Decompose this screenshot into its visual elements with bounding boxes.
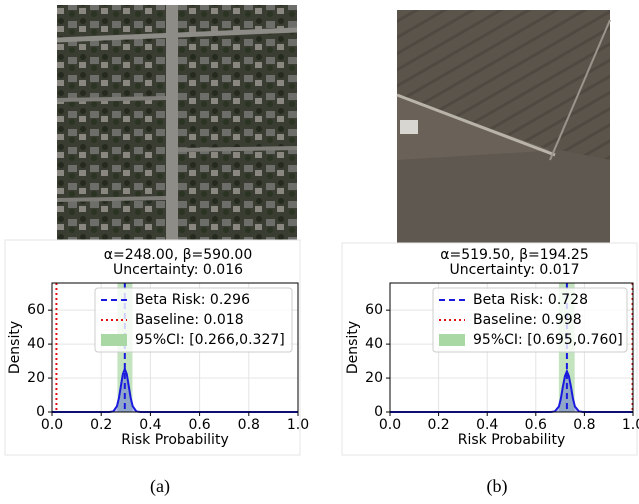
legend-swatch [439, 334, 465, 346]
y-tick-label: 0 [36, 404, 45, 420]
legend-label: Beta Risk: 0.728 [473, 292, 588, 308]
legend-label: 95%CI: [0.695,0.760] [473, 332, 623, 348]
x-tick-label: 0.6 [525, 417, 547, 433]
y-tick-label: 40 [365, 336, 383, 352]
y-axis-label: Density [345, 321, 361, 374]
chart-title: α=248.00, β=590.00 [104, 247, 253, 263]
x-axis-label: Risk Probability [121, 432, 228, 448]
figure: α=248.00, β=590.00Uncertainty: 0.0160.00… [0, 0, 639, 504]
y-tick-label: 20 [365, 370, 383, 386]
y-tick-label: 0 [374, 404, 383, 420]
caption: (a) [150, 476, 170, 497]
y-tick-label: 60 [27, 302, 45, 318]
y-tick-label: 40 [27, 336, 45, 352]
x-tick-label: 0.2 [90, 417, 112, 433]
x-tick-label: 0.6 [188, 417, 210, 433]
x-axis-label: Risk Probability [458, 432, 565, 448]
legend-label: Baseline: 0.998 [473, 312, 582, 328]
y-tick-label: 60 [365, 302, 383, 318]
x-tick-label: 0.8 [573, 417, 595, 433]
aerial-image-a [57, 5, 297, 240]
legend-swatch [101, 334, 127, 346]
y-axis-label: Density [7, 321, 23, 374]
y-tick-label: 20 [27, 370, 45, 386]
chart-subtitle: Uncertainty: 0.016 [113, 262, 243, 278]
x-tick-label: 0.4 [139, 417, 161, 433]
x-tick-label: 1.0 [622, 417, 639, 433]
x-tick-label: 1.0 [287, 417, 309, 433]
chart-title: α=519.50, β=194.25 [440, 247, 589, 263]
x-tick-label: 0.4 [476, 417, 498, 433]
x-tick-label: 0.8 [238, 417, 260, 433]
legend: Beta Risk: 0.728 Baseline: 0.998 95%CI: [0… [433, 288, 627, 352]
legend-label: Beta Risk: 0.296 [135, 292, 250, 308]
legend-label: Baseline: 0.018 [135, 312, 244, 328]
x-tick-label: 0.2 [427, 417, 449, 433]
aerial-image-b [397, 10, 610, 243]
legend: Beta Risk: 0.296 Baseline: 0.018 95%CI: [0… [95, 288, 292, 352]
caption: (b) [487, 476, 508, 497]
legend-label: 95%CI: [0.266,0.327] [135, 332, 285, 348]
chart-subtitle: Uncertainty: 0.017 [449, 262, 579, 278]
